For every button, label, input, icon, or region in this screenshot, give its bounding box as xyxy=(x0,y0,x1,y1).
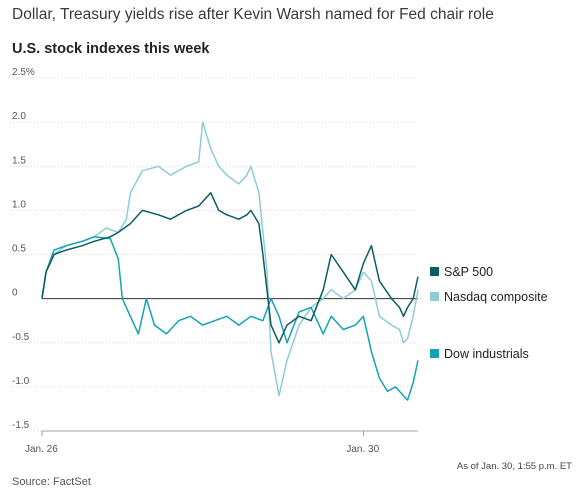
legend-label-sp500: S&P 500 xyxy=(444,265,493,279)
series-line-nasdaq xyxy=(41,121,419,397)
legend-label-nasdaq: Nasdaq composite xyxy=(444,290,548,304)
legend-swatch-nasdaq xyxy=(430,292,439,301)
legend-swatch-sp500 xyxy=(430,267,439,276)
legend: S&P 500 Nasdaq composite Dow industrials xyxy=(430,265,548,361)
y-tick-label: 1.5 xyxy=(12,155,26,166)
y-tick-label: -0.5 xyxy=(12,332,30,343)
tick-labels: 2.5% 2.0 1.5 1.0 0.5 0 -0.5 -1.0 -1.5 Jan. 26 Jan.… xyxy=(12,67,380,455)
y-tick-label: -1.0 xyxy=(12,376,30,387)
y-tick-label: 0.5 xyxy=(12,244,26,255)
headline: Dollar, Treasury yields rise after Kevin… xyxy=(12,6,494,23)
legend-label-dow: Dow industrials xyxy=(444,347,529,361)
y-tick-label: 2.0 xyxy=(12,111,26,122)
y-tick-label: -1.5 xyxy=(12,420,30,431)
x-tick-label: Jan. 26 xyxy=(25,444,58,455)
y-tick-label: 0 xyxy=(12,288,18,299)
series-line-sp500 xyxy=(41,191,419,344)
legend-swatch-dow xyxy=(430,349,439,358)
source-note: Source: FactSet xyxy=(12,476,91,488)
chart-title: U.S. stock indexes this week xyxy=(12,41,210,57)
y-tick-label: 1.0 xyxy=(12,199,26,210)
series-line-dow xyxy=(41,236,419,401)
x-tick-label: Jan. 30 xyxy=(346,444,379,455)
series-lines xyxy=(41,121,419,401)
grid-layer xyxy=(10,77,418,436)
timestamp-note: As of Jan. 30, 1:55 p.m. ET xyxy=(456,461,572,472)
y-tick-label: 2.5% xyxy=(12,67,35,78)
